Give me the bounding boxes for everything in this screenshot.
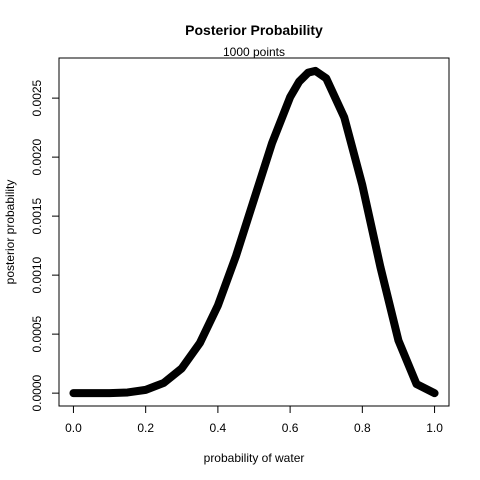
y-tick-label: 0.0020 [30,138,44,175]
x-tick-label: 0.0 [65,421,82,435]
y-tick-label: 0.0015 [30,197,44,234]
x-tick-label: 0.2 [137,421,154,435]
x-tick-label: 1.0 [426,421,443,435]
plot-box [58,57,450,407]
y-tick-label: 0.0025 [30,79,44,116]
x-tick-label: 0.4 [210,421,227,435]
subtitle: 1000 points [223,45,285,59]
y-axis-label: posterior probability [3,180,17,285]
y-tick-label: 0.0000 [30,374,44,411]
x-tick-label: 0.8 [354,421,371,435]
y-tick-label: 0.0005 [30,315,44,352]
x-axis-label: probability of water [204,451,305,465]
y-tick-label: 0.0010 [30,256,44,293]
chart-title: Posterior Probability [185,22,323,38]
data-line [69,66,439,398]
x-tick-label: 0.6 [282,421,299,435]
